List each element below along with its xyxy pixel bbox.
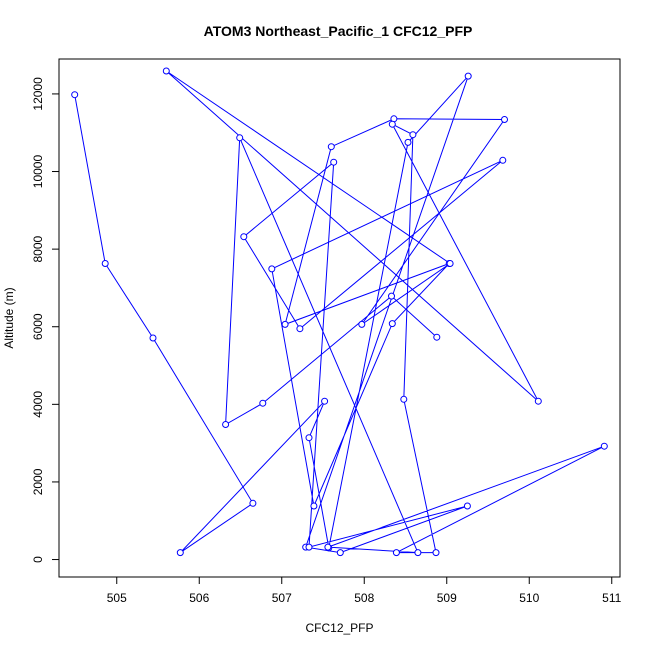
data-point [409, 131, 417, 139]
data-point [259, 399, 267, 407]
y-tick-label: 4000 [31, 391, 45, 418]
y-tick-label: 12000 [31, 77, 45, 111]
data-point [281, 320, 289, 328]
data-point [400, 395, 408, 403]
y-axis-label: Altitude (m) [2, 287, 16, 348]
data-point [501, 116, 508, 123]
data-point [433, 333, 441, 341]
data-point [268, 265, 276, 273]
data-point [358, 320, 366, 328]
data-point [392, 549, 400, 557]
data-point [388, 292, 395, 300]
y-tick-label: 6000 [31, 313, 45, 340]
x-tick-label: 510 [519, 591, 539, 605]
data-point [249, 499, 257, 507]
data-point [446, 260, 454, 267]
y-tick-label: 8000 [31, 235, 45, 262]
data-point [296, 325, 304, 333]
data-point [499, 156, 507, 164]
data-series [71, 67, 608, 557]
y-tick-label: 10000 [31, 155, 45, 189]
chart-title: ATOM3 Northeast_Pacific_1 CFC12_PFP [204, 23, 473, 39]
data-point [176, 549, 184, 557]
x-tick-label: 507 [272, 591, 292, 605]
data-point [388, 320, 396, 328]
data-point [240, 233, 248, 241]
data-point [330, 158, 338, 166]
data-point [149, 334, 157, 342]
data-point [71, 91, 79, 99]
x-tick-label: 505 [107, 591, 127, 605]
x-tick-label: 506 [189, 591, 209, 605]
axes-layer [58, 58, 621, 578]
x-axis-label: CFC12_PFP [305, 621, 373, 635]
data-point [327, 143, 335, 151]
data-point [600, 442, 608, 450]
x-tick-label: 511 [602, 591, 621, 605]
data-point [336, 549, 344, 557]
data-point [321, 397, 329, 405]
data-point [463, 502, 471, 510]
x-tick-label: 508 [354, 591, 374, 605]
data-point [388, 120, 396, 128]
plot-frame [58, 58, 621, 578]
data-point [222, 421, 230, 428]
data-point [305, 434, 313, 442]
data-point [101, 260, 109, 267]
data-point [236, 134, 244, 142]
data-point [310, 502, 318, 510]
y-tick-label: 0 [31, 556, 45, 563]
ticks-layer: 505 506 507 508 509 510 511 0 2000 4000 6000 8000 10… [31, 77, 622, 605]
data-point [534, 397, 542, 405]
data-point [414, 549, 422, 557]
y-tick-label: 2000 [31, 468, 45, 495]
data-point [324, 543, 332, 551]
data-point [464, 72, 472, 80]
data-point [162, 67, 170, 75]
data-point [432, 549, 440, 557]
data-point [305, 543, 313, 551]
series-line [74, 70, 605, 554]
data-point [404, 138, 412, 146]
x-tick-label: 509 [437, 591, 457, 605]
